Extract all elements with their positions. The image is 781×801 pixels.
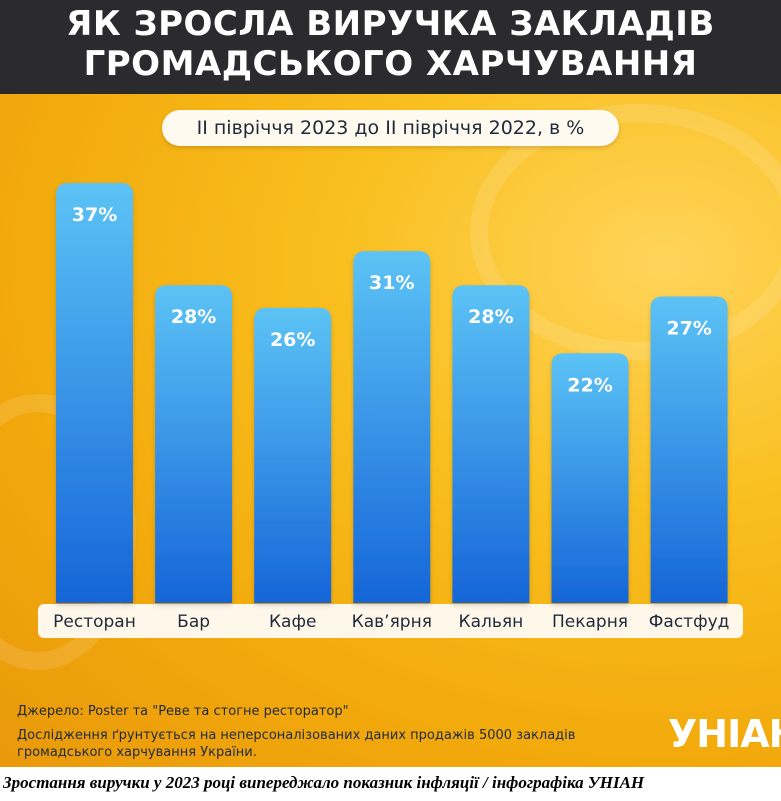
- data-label-4: 31%: [369, 272, 414, 294]
- category-label-7: Фастфуд: [649, 612, 730, 632]
- data-label-7: 27%: [666, 318, 711, 340]
- bar-5: [452, 285, 530, 603]
- bar-chart: 37% Ресторан 28% Бар 26% Кафе 31% Кав’ярня 28% Ка…: [38, 183, 743, 638]
- data-label-2: 28%: [171, 306, 216, 328]
- image-caption: Зростання виручки у 2023 році випереджал…: [3, 773, 645, 792]
- data-label-3: 26%: [270, 329, 315, 351]
- bar-4: [353, 251, 431, 603]
- source-text: Джерело: Poster та "Реве та стогне ресто…: [17, 704, 349, 719]
- category-label-3: Кафе: [269, 612, 316, 632]
- category-label-2: Бар: [177, 612, 210, 632]
- bar-2: [155, 285, 233, 603]
- infographic: ЯК ЗРОСЛА ВИРУЧКА ЗАКЛАДІВ ГРОМАДСЬКОГО …: [0, 0, 781, 767]
- title-line-1: ЯК ЗРОСЛА ВИРУЧКА ЗАКЛАДІВ: [66, 4, 715, 44]
- bar-3: [254, 307, 332, 603]
- category-label-4: Кав’ярня: [352, 612, 432, 632]
- bar-1: [56, 183, 133, 604]
- data-label-1: 37%: [72, 204, 117, 226]
- category-label-1: Ресторан: [53, 612, 136, 632]
- category-label-6: Пекарня: [552, 612, 628, 632]
- title-line-2: ГРОМАДСЬКОГО ХАРЧУВАННЯ: [83, 44, 698, 84]
- bar-7: [650, 296, 728, 603]
- unian-logo: УНІАН: [668, 712, 781, 756]
- data-label-6: 22%: [567, 374, 612, 396]
- title-banner: ЯК ЗРОСЛА ВИРУЧКА ЗАКЛАДІВ ГРОМАДСЬКОГО …: [0, 0, 781, 94]
- category-label-5: Кальян: [459, 612, 524, 632]
- chart-subtitle: ІІ півріччя 2023 до ІІ півріччя 2022, в …: [196, 117, 585, 139]
- category-axis-strip: [38, 604, 743, 638]
- bar-6: [551, 353, 629, 603]
- data-label-5: 28%: [468, 306, 513, 328]
- methodology-note: Дослідження ґрунтується на неперсоналізо…: [17, 728, 576, 760]
- subtitle-pill: [162, 110, 619, 146]
